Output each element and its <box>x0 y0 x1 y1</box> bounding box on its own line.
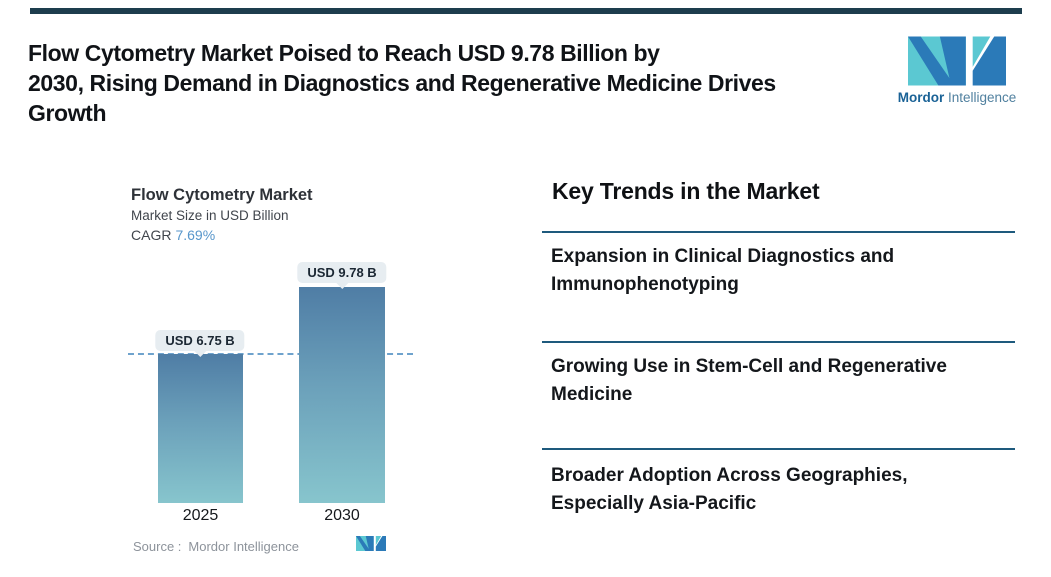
source-label: Source : <box>133 539 182 554</box>
reference-dashed-line <box>128 353 413 355</box>
pill-notch-icon <box>194 351 206 357</box>
cagr-label: CAGR <box>131 227 172 243</box>
trend-item-2: Growing Use in Stem-Cell and Regenerativ… <box>551 353 1031 409</box>
mordor-logo-mark-icon <box>908 36 1006 86</box>
trend-item-1-line-1: Expansion in Clinical Diagnostics and <box>551 246 895 267</box>
brand-name-regular: Intelligence <box>947 90 1017 105</box>
page-title-line-1: Flow Cytometry Market Poised to Reach US… <box>28 40 660 66</box>
chart-cagr: CAGR 7.69% <box>131 227 215 243</box>
page-title-line-3: Growth <box>28 100 107 126</box>
chart-title: Flow Cytometry Market <box>131 186 313 204</box>
trend-item-2-line-1: Growing Use in Stem-Cell and Regenerativ… <box>551 356 947 377</box>
chart-subtitle: Market Size in USD Billion <box>131 208 289 223</box>
value-label-2030: USD 9.78 B <box>307 265 377 280</box>
trend-item-2-line-2: Medicine <box>551 384 633 405</box>
trend-item-1: Expansion in Clinical Diagnostics and Im… <box>551 243 1031 299</box>
trend-divider <box>542 448 1015 450</box>
chart-source: Source : Mordor Intelligence <box>133 539 299 554</box>
trend-item-3-line-1: Broader Adoption Across Geographies, <box>551 465 908 486</box>
top-accent-bar <box>30 8 1022 14</box>
trend-item-3-line-2: Especially Asia-Pacific <box>551 493 757 514</box>
brand-name: Mordor Intelligence <box>891 90 1023 105</box>
bar-2030 <box>299 287 385 503</box>
bar-2025 <box>158 354 243 503</box>
trend-divider <box>542 231 1015 233</box>
trends-heading: Key Trends in the Market <box>552 178 820 204</box>
trend-item-3: Broader Adoption Across Geographies, Esp… <box>551 462 1031 518</box>
page-title: Flow Cytometry Market Poised to Reach US… <box>28 38 888 128</box>
x-axis-label-2030: 2030 <box>324 507 360 524</box>
trend-divider <box>542 341 1015 343</box>
brand-logo: Mordor Intelligence <box>891 36 1023 105</box>
source-value: Mordor Intelligence <box>188 539 299 554</box>
page-title-line-2: 2030, Rising Demand in Diagnostics and R… <box>28 70 776 96</box>
x-axis-label-2025: 2025 <box>182 507 219 524</box>
value-pill-2025: USD 6.75 B <box>155 330 245 357</box>
trend-item-1-line-2: Immunophenotyping <box>551 274 739 295</box>
pill-notch-icon <box>336 283 348 289</box>
value-label-2025: USD 6.75 B <box>165 333 235 348</box>
source-logo-mark-icon <box>356 536 386 551</box>
brand-name-bold: Mordor <box>897 90 945 105</box>
value-pill-2030: USD 9.78 B <box>297 262 387 289</box>
cagr-value: 7.69% <box>175 227 216 243</box>
